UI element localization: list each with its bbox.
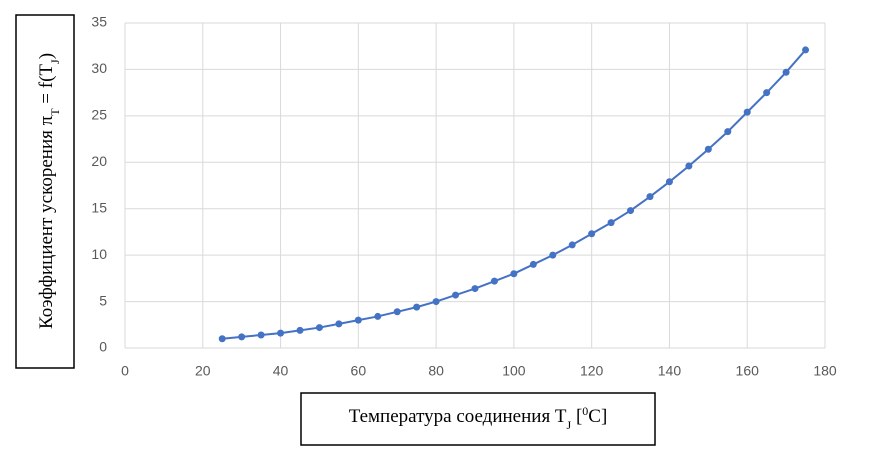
- y-tick-label: 5: [99, 292, 107, 308]
- data-point: [704, 145, 712, 153]
- data-point: [277, 329, 285, 337]
- data-point: [782, 68, 790, 76]
- y-tick-label: 20: [91, 153, 107, 169]
- x-tick-label: 0: [121, 363, 129, 379]
- x-label-part: J: [567, 418, 572, 432]
- x-tick-label: 80: [428, 363, 444, 379]
- x-label-box: [300, 392, 656, 446]
- data-point: [218, 335, 226, 343]
- x-label-part: Температура соединения T: [349, 406, 567, 427]
- data-point: [413, 303, 421, 311]
- y-label-part: T: [48, 108, 62, 116]
- x-label-part: C]: [588, 406, 607, 427]
- y-label-part: = f(T: [36, 64, 57, 109]
- y-tick-label: 15: [91, 199, 107, 215]
- x-tick-label: 40: [273, 363, 289, 379]
- data-point: [296, 326, 304, 334]
- data-point: [763, 89, 771, 97]
- x-tick-label: 140: [658, 363, 682, 379]
- x-tick-label: 180: [813, 363, 837, 379]
- x-tick-label: 100: [502, 363, 526, 379]
- data-point: [432, 298, 440, 306]
- x-tick-label: 60: [351, 363, 367, 379]
- data-point: [374, 312, 382, 320]
- data-point: [238, 333, 246, 341]
- data-point: [685, 162, 693, 170]
- y-tick-label: 35: [91, 14, 107, 30]
- data-point: [257, 331, 265, 339]
- y-tick-label: 10: [91, 246, 107, 262]
- x-label-part: [: [571, 406, 582, 427]
- x-tick-label: 120: [580, 363, 604, 379]
- data-point: [607, 219, 615, 227]
- data-point: [743, 108, 751, 116]
- x-tick-label: 20: [195, 363, 211, 379]
- y-label-part: J: [48, 59, 62, 64]
- y-tick-label: 25: [91, 107, 107, 123]
- data-point: [490, 277, 498, 285]
- y-label-box: [15, 14, 75, 369]
- y-label-part: ): [36, 53, 57, 59]
- y-tick-label: 0: [99, 339, 107, 355]
- x-tick-label: 160: [736, 363, 760, 379]
- y-tick-label: 30: [91, 60, 107, 76]
- data-point: [568, 241, 576, 249]
- y-axis-label: Коэффициент ускорения πT = f(TJ): [36, 53, 62, 329]
- plot-area: 0 5 10 15 20 25 30 35 0 20 40 60 80 100 120 140 160 180: [91, 14, 836, 379]
- data-point: [471, 285, 479, 293]
- data-point: [452, 291, 460, 299]
- data-point: [802, 46, 810, 54]
- data-point: [335, 320, 343, 328]
- data-point: [529, 260, 537, 268]
- data-point: [510, 270, 518, 278]
- data-point: [549, 251, 557, 259]
- data-point: [646, 193, 654, 201]
- data-point: [627, 207, 635, 215]
- y-label-part: Коэффициент ускорения π: [36, 115, 57, 329]
- data-point: [393, 308, 401, 316]
- data-point: [724, 128, 732, 136]
- x-label-part: 0: [582, 404, 588, 418]
- data-point: [665, 178, 673, 186]
- data-point: [588, 230, 596, 238]
- data-point: [354, 316, 362, 324]
- data-point: [315, 324, 323, 332]
- x-axis-label: Температура соединения TJ [0C]: [349, 404, 608, 432]
